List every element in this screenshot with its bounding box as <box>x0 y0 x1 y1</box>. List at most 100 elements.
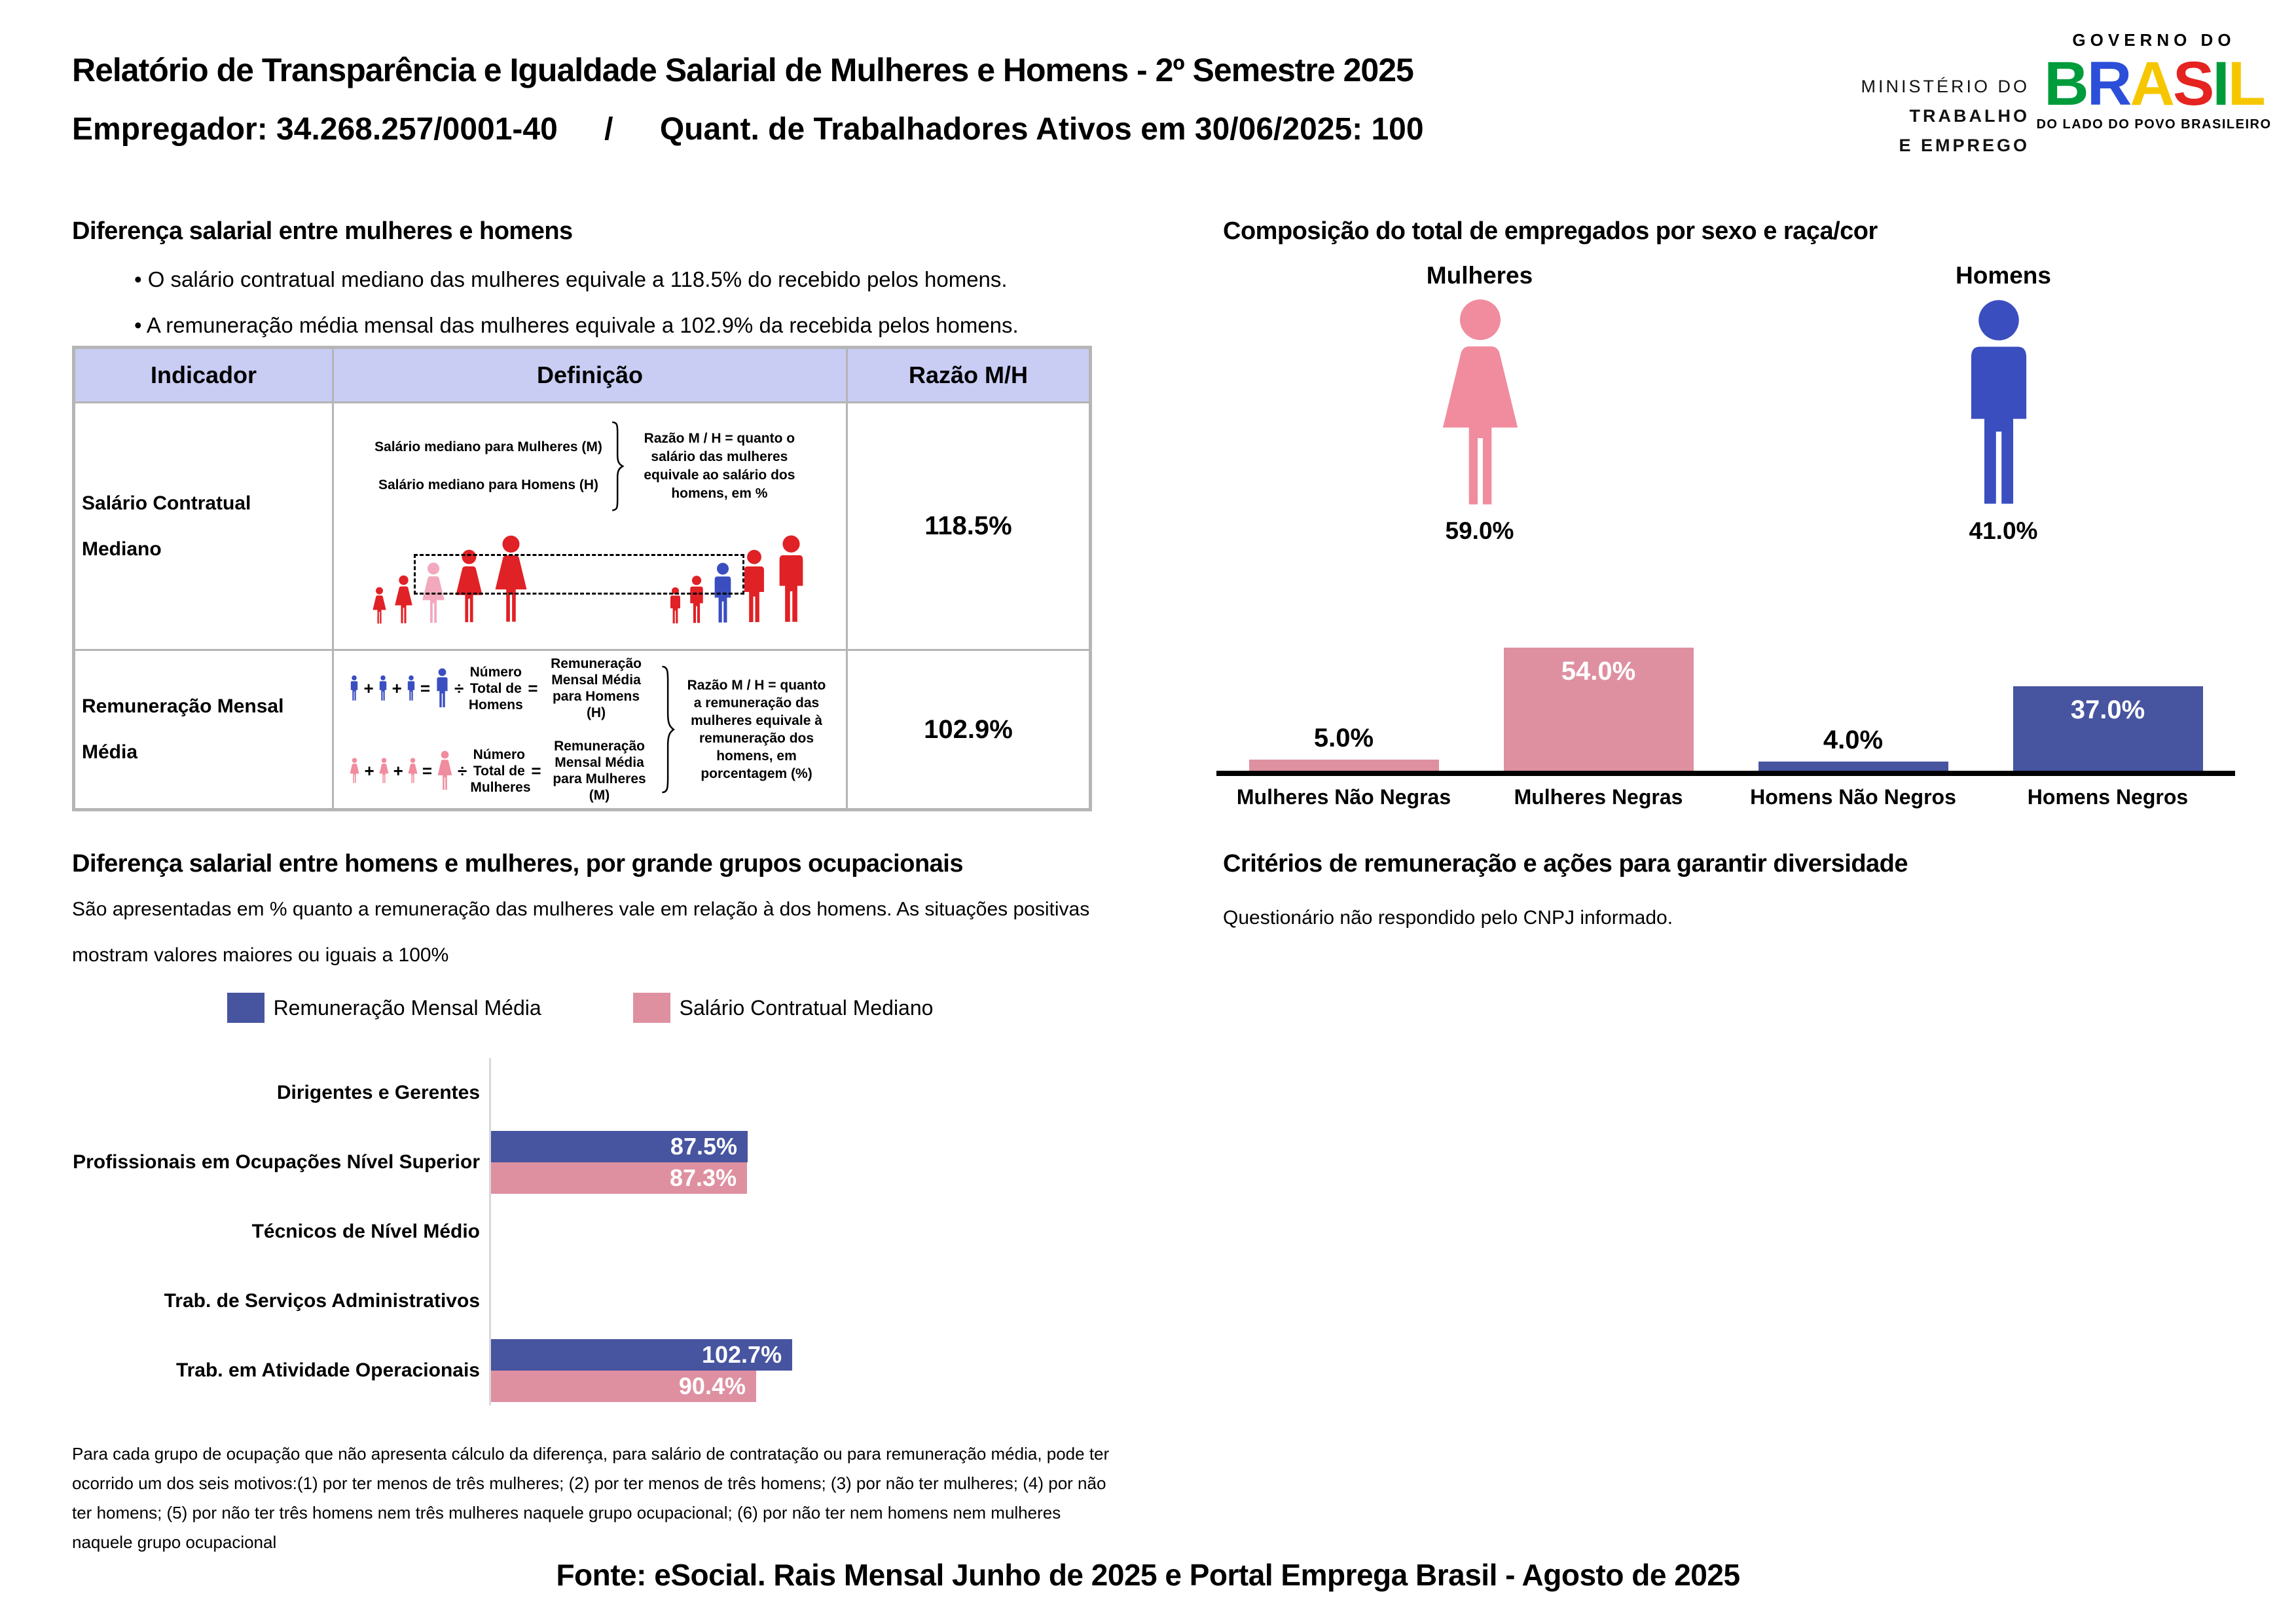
ministry-line2: TRABALHO <box>1909 106 2030 126</box>
category-label: Homens Negros <box>2027 785 2189 809</box>
occupation-title: Diferença salarial entre homens e mulher… <box>72 850 963 877</box>
chart-row: Trab. de Serviços Administrativos <box>72 1266 1093 1336</box>
legend-label: Salário Contratual Mediano <box>679 995 934 1020</box>
bar-value-label: 87.5% <box>670 1133 737 1160</box>
mean-ratio-note: Razão M / H = quanto a remuneração das m… <box>687 678 826 781</box>
brasil-letter: A <box>2130 49 2175 119</box>
brasil-letter: B <box>2044 49 2089 119</box>
bar-area <box>489 1197 1093 1266</box>
median-definition-text: Salário mediano para Mulheres (M) Salári… <box>346 420 834 512</box>
chart-row: Profissionais em Ocupações Nível Superio… <box>72 1128 1093 1197</box>
occupation-category-label: Trab. de Serviços Administrativos <box>164 1290 480 1312</box>
occupation-category-label: Profissionais em Ocupações Nível Superio… <box>73 1151 480 1173</box>
hbar-remuneracao: 87.5% <box>491 1131 748 1162</box>
bar-value-label: 54.0% <box>1561 657 1636 686</box>
equals-operator: = <box>420 678 431 698</box>
bar-mulheres-nao-negras <box>1248 759 1439 771</box>
person-icon-male <box>407 675 415 701</box>
bar-area <box>489 1266 1093 1336</box>
composition-title: Composição do total de empregados por se… <box>1223 217 1878 245</box>
footnote: Para cada grupo de ocupação que não apre… <box>72 1444 1110 1552</box>
bar-area <box>489 1058 1093 1128</box>
bar-column: 54.0% <box>1471 648 1726 771</box>
table-row2-ratio: 102.9% <box>848 651 1089 808</box>
women-percentage: 59.0% <box>1445 517 1514 544</box>
brasil-wordmark: BRASIL <box>2036 50 2272 117</box>
category-label: Mulheres Negras <box>1514 785 1683 809</box>
bar-value-label: 102.7% <box>701 1341 782 1368</box>
salary-diff-title: Diferença salarial entre mulheres e home… <box>72 217 573 245</box>
active-workers: Quant. de Trabalhadores Ativos em 30/06/… <box>659 112 1424 147</box>
median-ratio-note: Razão M / H = quanto o salário das mulhe… <box>644 431 795 501</box>
person-icon-male-large <box>437 668 448 708</box>
hbar-salario: 87.3% <box>491 1162 748 1194</box>
bar-homens-nao-negros <box>1758 762 1948 771</box>
chart-row: Dirigentes e Gerentes <box>72 1058 1093 1128</box>
legend-item-remuneracao: Remuneração Mensal Média <box>227 993 541 1023</box>
category-label: Homens Não Negros <box>1750 785 1956 809</box>
men-percentage: 41.0% <box>1969 517 2038 544</box>
bar-value-label: 4.0% <box>1823 726 1884 755</box>
women-divisor-text: Número Total de Mulheres <box>470 747 531 795</box>
equals-operator: = <box>531 760 541 781</box>
bar-column: 4.0% <box>1726 726 1980 771</box>
mean-formula-diagram: + + = ÷ Número Total de Homens = Remuner… <box>348 655 831 803</box>
page-title: Relatório de Transparência e Igualdade S… <box>72 52 1414 88</box>
plus-operator: + <box>364 760 374 781</box>
women-label: Mulheres <box>1426 262 1533 289</box>
salary-diff-bullet-2: • A remuneração média mensal das mulhere… <box>134 313 1019 337</box>
divide-operator: ÷ <box>454 678 464 698</box>
median-comparison-box <box>414 554 744 595</box>
women-formula-row: + + = ÷ Número Total de Mulheres = Remun… <box>348 738 654 803</box>
criteria-text: Questionário não respondido pelo CNPJ in… <box>1223 907 1673 929</box>
person-icon-female <box>379 758 389 783</box>
person-icon-female-large <box>437 750 452 790</box>
brace-icon <box>660 664 677 795</box>
plus-operator: + <box>393 760 403 781</box>
legend-swatch-pink <box>632 993 670 1023</box>
bar-area: 87.5% 87.3% <box>489 1128 1093 1197</box>
occupation-bar-chart: Dirigentes e Gerentes Profissionais em O… <box>72 1058 1093 1405</box>
occupation-desc-line2: mostram valores maiores ou iguais a 100% <box>72 944 449 966</box>
brace-icon <box>611 421 624 511</box>
person-icon-female <box>395 575 412 623</box>
chart-row: Técnicos de Nível Médio <box>72 1197 1093 1266</box>
bar-category-labels: Mulheres Não Negras Mulheres Negras Home… <box>1216 785 2235 809</box>
ministry-line3: E EMPREGO <box>1899 136 2030 155</box>
brasil-letter: L <box>2227 49 2266 119</box>
bar-value-label: 90.4% <box>678 1373 746 1399</box>
person-icon-male <box>379 675 386 701</box>
equals-operator: = <box>422 760 433 781</box>
person-icon-female <box>350 758 359 783</box>
bar-column: 37.0% <box>1980 686 2235 771</box>
woman-pictogram-icon <box>1442 299 1518 505</box>
plus-operator: + <box>363 678 374 698</box>
person-icon-female <box>373 587 386 624</box>
government-brasil-logo: GOVERNO DO BRASIL DO LADO DO POVO BRASIL… <box>2036 30 2272 132</box>
occupation-category-label: Dirigentes e Gerentes <box>276 1082 480 1103</box>
divide-operator: ÷ <box>458 760 467 781</box>
median-people-diagram <box>346 525 834 625</box>
hbar-salario: 90.4% <box>491 1371 756 1402</box>
employer-id: Empregador: 34.268.257/0001-40 <box>72 112 558 147</box>
person-icon-male <box>779 535 803 622</box>
men-divisor-text: Número Total de Homens <box>468 664 523 712</box>
men-label: Homens <box>1956 262 2051 289</box>
men-formula-row: + + = ÷ Número Total de Homens = Remuner… <box>348 655 654 721</box>
formula-rows: + + = ÷ Número Total de Homens = Remuner… <box>348 655 654 803</box>
employer-line: Empregador: 34.268.257/0001-40 / Quant. … <box>72 111 1424 147</box>
x-axis-baseline <box>1216 771 2235 776</box>
separator: / <box>604 112 613 147</box>
median-lines: Salário mediano para Mulheres (M) Salári… <box>374 439 602 493</box>
hbar-remuneracao: 102.7% <box>491 1339 793 1371</box>
equals-operator: = <box>528 678 538 698</box>
table-row1-indicator: Salário Contratual Mediano <box>75 403 332 649</box>
plus-operator: + <box>392 678 402 698</box>
table-header-indicador: Indicador <box>75 349 332 401</box>
criteria-title: Critérios de remuneração e ações para ga… <box>1223 850 1908 877</box>
legend-label: Remuneração Mensal Média <box>273 995 541 1020</box>
men-result-text: Remuneração Mensal Média para Homens (H) <box>551 656 642 720</box>
table-row1-ratio: 118.5% <box>848 403 1089 649</box>
bar-homens-negros: 37.0% <box>2013 686 2203 771</box>
